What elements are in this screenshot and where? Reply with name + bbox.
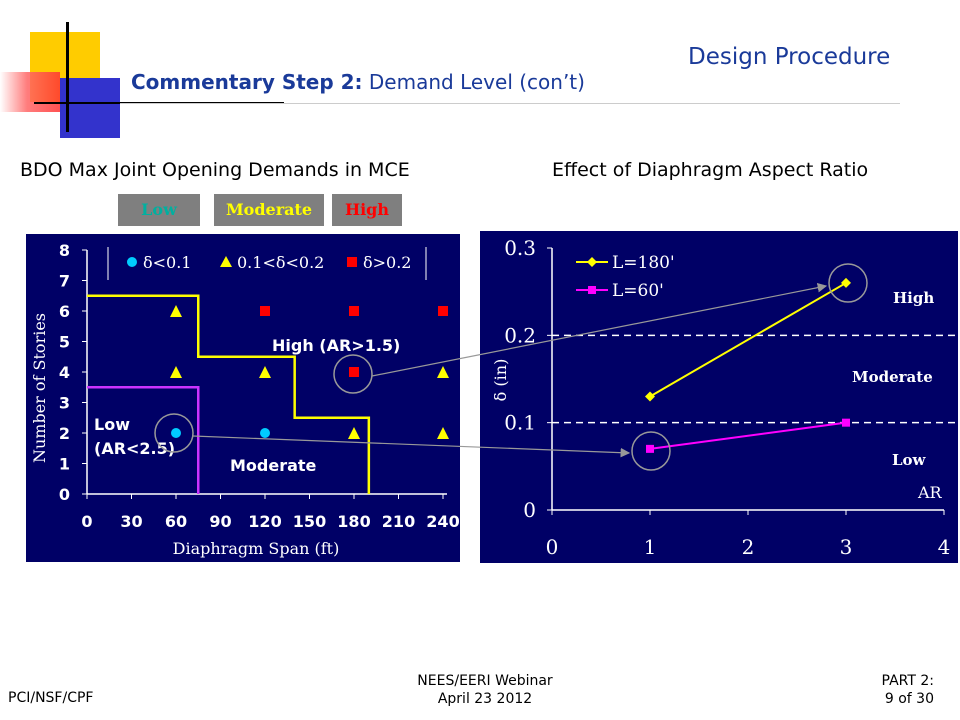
region-label-low-line1: Low xyxy=(94,415,130,434)
legend-label-mid-delta: 0.1<δ<0.2 xyxy=(237,253,324,272)
slide-title-rest: Demand Level (con’t) xyxy=(362,70,585,94)
right-x-tick-label: 3 xyxy=(840,535,853,559)
data-point-triangle xyxy=(348,427,360,439)
section-title: Design Procedure xyxy=(688,44,891,70)
high-region-boundary xyxy=(87,294,371,494)
series-point-diamond xyxy=(841,277,851,288)
legend-triangle-marker xyxy=(220,256,232,267)
left-x-tick-label: 30 xyxy=(120,512,142,531)
left-x-axis-label: Diaphragm Span (ft) xyxy=(173,539,340,558)
region-label-high: High (AR>1.5) xyxy=(272,336,400,355)
highlight-circle-right-low xyxy=(631,431,671,471)
data-point-triangle xyxy=(170,366,182,378)
right-x-tick-label: 1 xyxy=(644,535,657,559)
legend-square-marker xyxy=(347,257,357,267)
data-point-triangle xyxy=(259,366,271,378)
level-legend-low: Low xyxy=(118,194,200,226)
right-region-label-moderate: Moderate xyxy=(852,368,933,386)
legend-label-high-delta: δ>0.2 xyxy=(363,253,411,272)
legend-label-low-delta: δ<0.1 xyxy=(143,253,191,272)
data-point-triangle xyxy=(437,427,449,439)
level-legend-high: High xyxy=(332,194,402,226)
footer-right-line2: 9 of 30 xyxy=(884,691,934,707)
connector-arrow-low xyxy=(192,435,631,458)
data-point-square xyxy=(260,306,270,316)
left-y-tick-label: 1 xyxy=(59,455,70,474)
right-y-tick-label: 0.3 xyxy=(504,236,536,260)
right-x-axis-label: AR xyxy=(917,483,943,502)
footer-mid-line1: NEES/EERI Webinar xyxy=(417,673,553,689)
left-x-tick-label: 60 xyxy=(165,512,187,531)
highlight-circle-right-high xyxy=(828,263,868,303)
left-y-tick-label: 2 xyxy=(59,424,70,443)
left-y-tick-label: 6 xyxy=(59,302,70,321)
left-x-tick-label: 210 xyxy=(382,512,415,531)
data-point-square xyxy=(349,306,359,316)
decor-red-square xyxy=(0,72,60,112)
data-point-square xyxy=(438,306,448,316)
right-y-tick-label: 0 xyxy=(523,498,536,522)
legend-square-marker-magenta xyxy=(588,286,596,294)
footer-left: PCI/NSF/CPF xyxy=(8,690,94,706)
right-chart-subtitle: Effect of Diaphragm Aspect Ratio xyxy=(552,159,869,181)
data-point-triangle xyxy=(170,305,182,317)
left-x-tick-label: 150 xyxy=(293,512,326,531)
legend-label-l60: L=60' xyxy=(612,281,664,301)
series-point-square xyxy=(646,444,654,453)
slide-title: Commentary Step 2: Demand Level (con’t) xyxy=(131,70,585,94)
connector-arrow-high xyxy=(371,282,828,377)
left-y-tick-label: 0 xyxy=(59,485,70,504)
series-line xyxy=(649,421,847,450)
right-region-label-low: Low xyxy=(892,451,927,469)
left-x-tick-label: 120 xyxy=(248,512,281,531)
right-x-tick-label: 2 xyxy=(742,535,755,559)
right-chart-background xyxy=(480,231,958,563)
legend-label-l180: L=180' xyxy=(612,253,675,273)
right-y-tick-label: 0.1 xyxy=(504,411,536,435)
right-x-tick-label: 4 xyxy=(938,535,951,559)
decor-blue-square xyxy=(60,78,120,138)
low-region-boundary xyxy=(87,386,200,494)
region-label-moderate: Moderate xyxy=(230,456,317,475)
right-x-tick-label: 0 xyxy=(546,535,559,559)
data-point-circle xyxy=(171,428,181,438)
footer-right: PART 2: 9 of 30 xyxy=(848,672,934,708)
left-y-tick-label: 4 xyxy=(59,363,70,382)
left-chart-background xyxy=(26,234,460,562)
left-y-axis-label: Number of Stories xyxy=(30,313,49,463)
left-y-tick-label: 7 xyxy=(59,272,70,291)
right-y-tick-label: 0.2 xyxy=(504,323,536,347)
highlight-circle-high xyxy=(333,354,373,394)
left-y-tick-label: 3 xyxy=(59,394,70,413)
region-label-low-line2: (AR<2.5) xyxy=(94,439,175,458)
left-x-tick-label: 180 xyxy=(337,512,370,531)
series-line xyxy=(649,282,847,398)
left-y-tick-label: 5 xyxy=(59,333,70,352)
decor-vertical-line xyxy=(66,22,69,132)
footer-right-line1: PART 2: xyxy=(881,673,934,689)
left-x-tick-label: 240 xyxy=(426,512,459,531)
footer-mid-line2: April 23 2012 xyxy=(437,691,533,707)
right-y-axis-label: δ (in) xyxy=(491,359,510,402)
data-point-triangle xyxy=(437,366,449,378)
level-legend-moderate: Moderate xyxy=(214,194,324,226)
left-y-tick-label: 8 xyxy=(59,241,70,260)
data-point-square xyxy=(349,367,359,377)
series-point-diamond xyxy=(645,391,655,402)
series-point-square xyxy=(842,418,850,427)
footer-mid: NEES/EERI Webinar April 23 2012 xyxy=(400,672,570,708)
title-underline xyxy=(120,103,900,104)
right-region-label-high: High xyxy=(893,289,934,307)
left-chart-subtitle: BDO Max Joint Opening Demands in MCE xyxy=(20,159,410,181)
left-x-tick-label: 0 xyxy=(81,512,92,531)
highlight-circle-low xyxy=(154,413,194,453)
slide-title-bold: Commentary Step 2: xyxy=(131,70,363,94)
legend-diamond-marker xyxy=(587,257,597,267)
data-point-circle xyxy=(260,428,270,438)
legend-circle-marker xyxy=(127,257,137,267)
left-x-tick-label: 90 xyxy=(209,512,231,531)
